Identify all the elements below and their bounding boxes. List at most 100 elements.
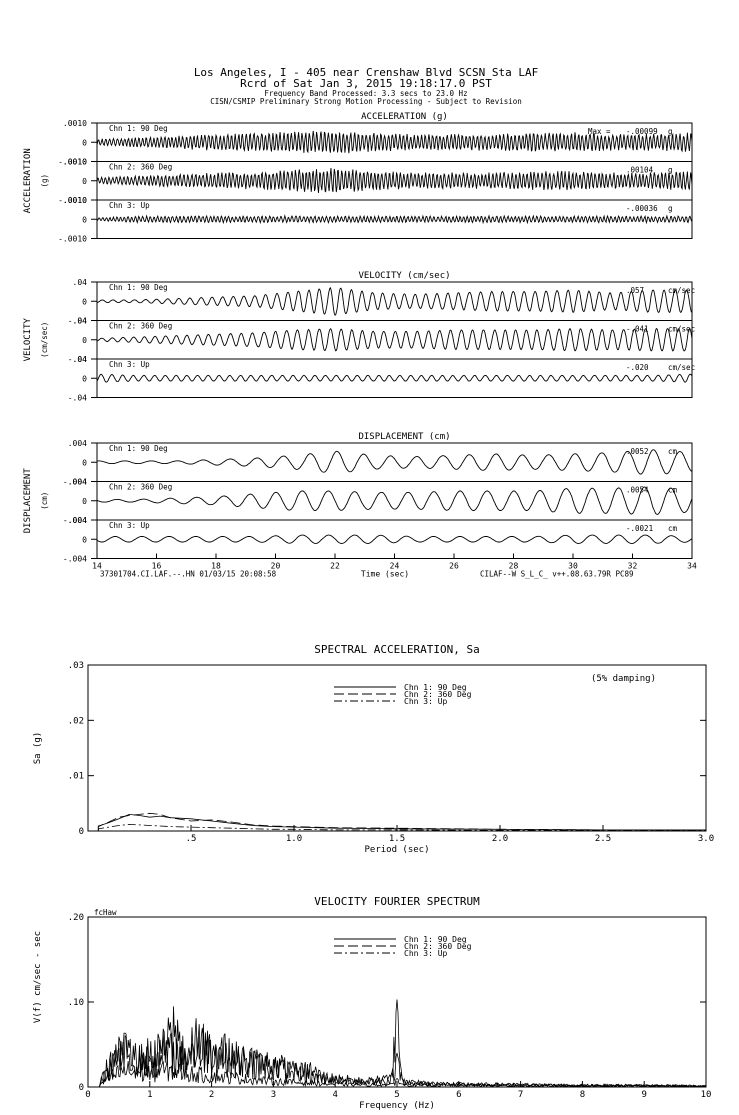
channel-max-value: .0054 [626,486,649,495]
ytick-top: .004 [68,516,87,525]
header-line3: Frequency Band Processed: 3.3 secs to 23… [264,89,467,98]
channel-frame [96,281,693,321]
xtick-label: 1.5 [389,834,405,844]
ytick-label: .02 [68,716,84,726]
channel-max-prefix: Max = [588,127,611,136]
ytick-zero: 0 [82,497,87,506]
side-label: DISPLACEMENT [23,468,33,534]
ytick-top: .04 [73,355,88,364]
xtick-label: 2 [209,1090,214,1100]
ytick-top: .04 [73,317,88,326]
xtick-label: 22 [330,562,340,571]
chart-title: VELOCITY FOURIER SPECTRUM [314,895,480,908]
ytick-top: .0010 [63,196,87,205]
ytick-label: .10 [68,998,84,1008]
ytick-bottom: -.04 [68,394,87,403]
xtick-label: 14 [92,562,102,571]
waveform-trace [96,327,693,352]
panel-2: DISPLACEMENT (cm) DISPLACEMENT (cm) .004 0 -.… [23,432,693,564]
ytick-zero: 0 [82,535,87,544]
xtick-label: 2.0 [492,834,508,844]
xtick-label: 10 [701,1090,712,1100]
ytick-zero: 0 [82,374,87,383]
channel-frame [96,442,693,482]
legend-label: Chn 1: 90 Deg [404,935,467,944]
channel-frame [96,161,693,201]
channel-frame [96,320,693,360]
footer-left: 37301704.CI.LAF.--.HN 01/03/15 20:08:58 [100,570,277,579]
channel-max-unit: cm [668,524,678,533]
velocity-fourier-spectrum-chart: VELOCITY FOURIER SPECTRUM 0 1 2 3 4 5 6 7 8 9 10 0 .1… [33,895,711,1111]
plot-frame [87,664,707,832]
ytick-bottom: -.04 [68,355,87,364]
ytick-top: .04 [73,278,88,287]
series-line-2 [88,1059,706,1088]
time-series-panels: ACCELERATION (g) ACCELERATION (g) .0010 0 -.0… [23,112,697,579]
xtick-label: 3.0 [698,834,714,844]
channel-max-unit: g [668,127,673,136]
time-xlabel: Time (sec) [361,570,409,579]
corner-label: fcHaw [94,908,117,917]
channel-name: Chn 3: Up [109,521,150,530]
waveform-trace [96,373,693,383]
ytick-bottom: -.0010 [58,158,87,167]
channel-max-value: .0052 [626,447,649,456]
xtick-label: 6 [456,1090,461,1100]
xtick-label: 1 [147,1090,152,1100]
ytick-bottom: -.04 [68,317,87,326]
unit-label: (cm) [40,492,49,510]
ytick-top: .0010 [63,158,87,167]
footer-right: CILAF--W S_L_C_ v++.08.63.79R PC89 [480,570,634,579]
channel-max-unit: g [668,204,673,213]
ytick-label: .20 [68,913,84,923]
channel-max-unit: cm [668,447,678,456]
xtick-label: 0 [85,1090,90,1100]
side-label: VELOCITY [23,318,33,362]
xtick-label: 4 [332,1090,337,1100]
panel-0: ACCELERATION (g) ACCELERATION (g) .0010 0 -.0… [23,112,693,244]
channel-name: Chn 2: 360 Deg [109,483,172,492]
damping-annotation: (5% damping) [591,674,656,684]
xtick-label: 34 [687,562,697,571]
channel-name: Chn 3: Up [109,201,150,210]
xtick-label: 30 [568,562,578,571]
ytick-top: .004 [68,439,87,448]
channel-max-value: -.00036 [626,204,658,213]
channel-max-unit: cm/sec [668,325,695,334]
ytick-zero: 0 [82,138,87,147]
xtick-label: 7 [518,1090,523,1100]
y-axis-label: Sa (g) [33,732,43,765]
series-line-0 [97,813,706,831]
waveform-trace [96,168,693,193]
series-line-2 [97,823,706,831]
xtick-label: 16 [152,562,162,571]
waveform-trace [96,214,693,225]
ytick-bottom: -.004 [63,516,87,525]
channel-max-value: -.041 [626,325,649,334]
legend-label: Chn 3: Up [404,949,448,958]
ytick-bottom: -.004 [63,555,87,564]
channel-name: Chn 2: 360 Deg [109,322,172,331]
ytick-bottom: -.0010 [58,235,87,244]
xtick-label: 24 [390,562,400,571]
xtick-label: 3 [271,1090,276,1100]
spectral-acceleration-chart: SPECTRAL ACCELERATION, Sa .5 1.0 1.5 2.0 2.5 3… [33,643,714,855]
channel-frame [96,481,693,521]
xtick-label: .5 [186,834,197,844]
ytick-zero: 0 [82,215,87,224]
ytick-zero: 0 [82,458,87,467]
legend-label: Chn 3: Up [404,697,448,706]
xtick-label: 1.0 [286,834,302,844]
series-line-0 [88,999,707,1088]
header-line1: Los Angeles, I - 405 near Crenshaw Blvd … [194,66,538,79]
ytick-label: 0 [79,827,84,837]
ytick-label: .03 [68,661,84,671]
ytick-label: 0 [79,1083,84,1093]
xtick-label: 18 [211,562,221,571]
channel-name: Chn 1: 90 Deg [109,283,168,292]
legend-label: Chn 1: 90 Deg [404,683,467,692]
legend-label: Chn 2: 360 Deg [404,690,472,699]
ytick-bottom: -.0010 [58,196,87,205]
channel-max-value: -.020 [626,363,649,372]
